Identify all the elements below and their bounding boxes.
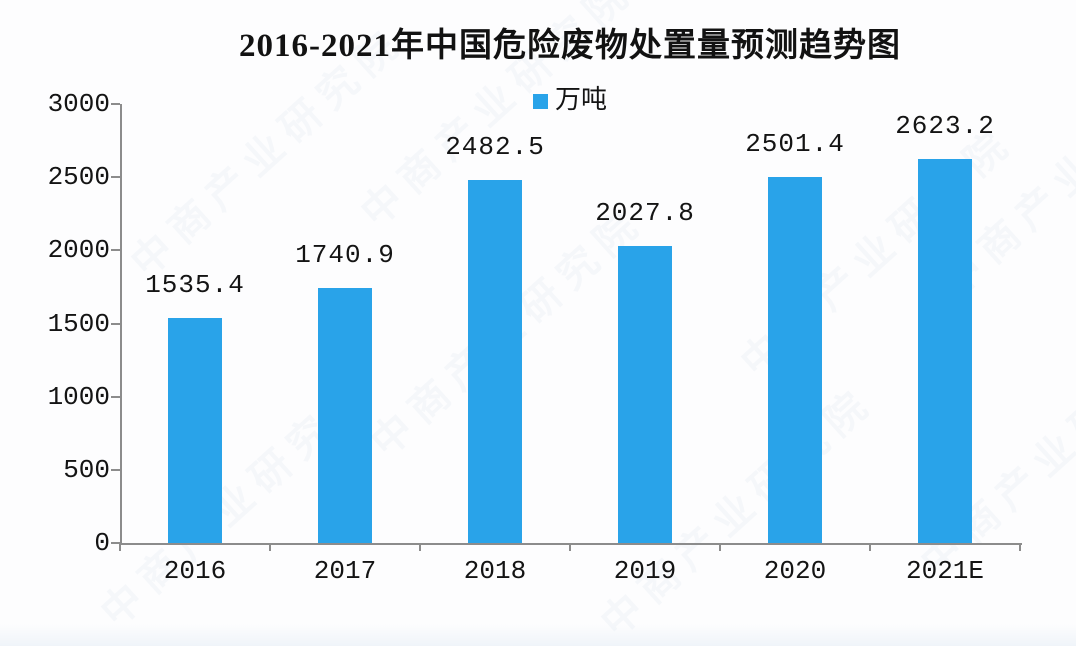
bar xyxy=(318,288,372,543)
bar xyxy=(468,179,522,543)
x-axis-tick xyxy=(869,543,871,551)
x-axis-label: 2021E xyxy=(905,556,984,586)
x-axis-label: 2020 xyxy=(763,556,827,586)
bar-value-label: 2482.5 xyxy=(445,131,545,162)
legend-label: 万吨 xyxy=(554,86,607,116)
y-axis-label: 3000 xyxy=(47,89,110,119)
x-axis-tick xyxy=(419,543,421,551)
legend-marker-icon xyxy=(532,93,548,109)
bar xyxy=(168,318,222,543)
y-axis-label: 1500 xyxy=(47,308,110,339)
y-axis-tick xyxy=(111,468,120,471)
x-axis-label: 2019 xyxy=(613,556,677,586)
y-axis-label: 2000 xyxy=(47,235,110,266)
y-axis-tick xyxy=(111,542,120,544)
x-axis-tick xyxy=(569,543,571,551)
y-axis-label: 500 xyxy=(63,454,110,485)
bar-value-label: 2501.4 xyxy=(745,128,845,159)
bar xyxy=(918,159,972,543)
x-axis-tick xyxy=(269,543,271,551)
bar-value-label: 1535.4 xyxy=(145,270,245,301)
chart-title: 2016-2021年中国危险废物处置量预测趋势图 xyxy=(239,28,901,64)
bar-value-label: 1740.9 xyxy=(295,240,395,271)
x-axis-label: 2016 xyxy=(163,556,227,586)
y-axis-label: 0 xyxy=(94,528,110,558)
x-axis-tick xyxy=(1019,543,1021,551)
axis-lines xyxy=(120,104,1022,545)
bar-value-label: 2623.2 xyxy=(895,111,995,142)
y-axis-label: 2500 xyxy=(47,162,110,193)
y-axis-tick xyxy=(111,395,120,398)
bar-value-label: 2027.8 xyxy=(595,198,695,229)
y-axis-tick xyxy=(111,176,120,179)
x-axis-tick xyxy=(119,543,121,551)
y-axis-tick xyxy=(111,249,120,252)
x-axis-label: 2017 xyxy=(313,556,377,586)
y-axis-label: 1000 xyxy=(47,381,110,412)
legend: 万吨 xyxy=(120,88,1020,114)
y-axis-tick xyxy=(111,322,120,325)
bar xyxy=(768,176,822,543)
y-axis-tick xyxy=(111,103,120,105)
x-axis-tick xyxy=(719,543,721,551)
x-axis-label: 2018 xyxy=(463,556,527,586)
bar xyxy=(618,246,672,543)
